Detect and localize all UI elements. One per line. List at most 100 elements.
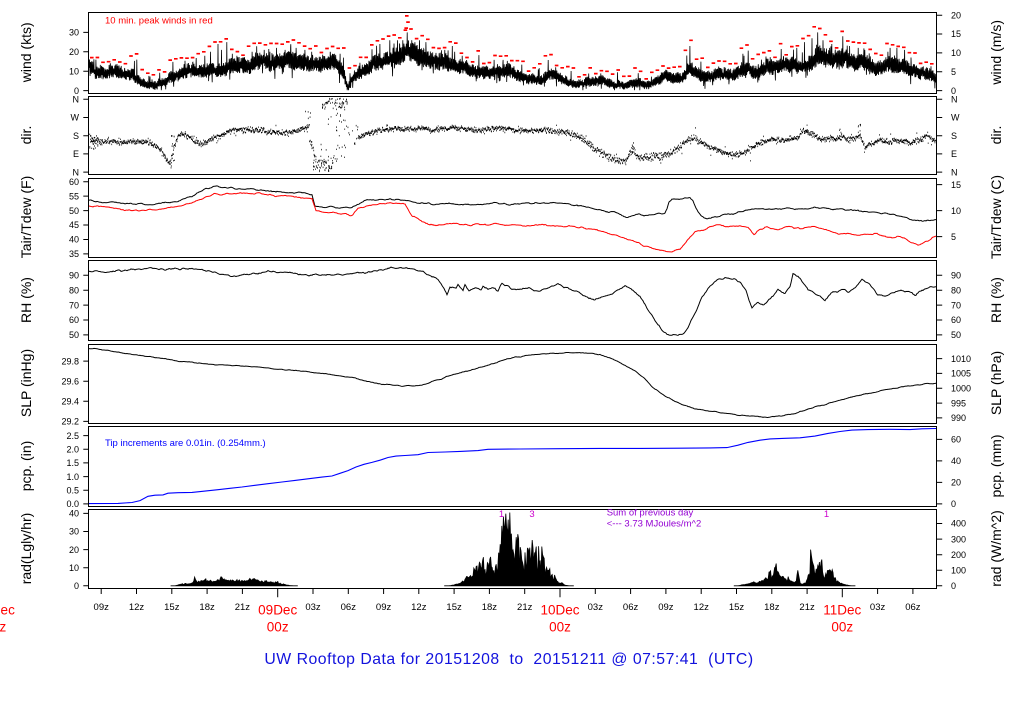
svg-text:60: 60 — [951, 435, 961, 445]
svg-text:0.5: 0.5 — [66, 485, 79, 495]
svg-text:60: 60 — [951, 315, 961, 325]
svg-text:60: 60 — [69, 177, 79, 187]
svg-text:15z: 15z — [446, 602, 462, 613]
svg-text:00z: 00z — [549, 620, 571, 635]
svg-text:29.8: 29.8 — [61, 356, 79, 366]
svg-text:30: 30 — [69, 527, 79, 537]
svg-text:00z: 00z — [0, 620, 6, 635]
svg-text:09z: 09z — [658, 602, 674, 613]
svg-text:29.4: 29.4 — [61, 397, 79, 407]
svg-text:03z: 03z — [305, 602, 321, 613]
svg-text:Tair/Tdew (C): Tair/Tdew (C) — [988, 175, 1004, 259]
svg-text:40: 40 — [69, 509, 79, 519]
svg-text:20: 20 — [69, 545, 79, 555]
svg-text:N: N — [951, 167, 958, 177]
svg-text:10: 10 — [951, 206, 961, 216]
svg-text:0.0: 0.0 — [66, 499, 79, 509]
svg-text:21z: 21z — [799, 602, 815, 613]
svg-text:SLP (hPa): SLP (hPa) — [988, 351, 1004, 415]
svg-text:10Dec: 10Dec — [540, 603, 579, 618]
svg-text:21z: 21z — [235, 602, 251, 613]
svg-text:400: 400 — [951, 519, 966, 529]
svg-text:Sum of previous day: Sum of previous day — [607, 508, 694, 519]
svg-text:55: 55 — [69, 191, 79, 201]
svg-text:29.2: 29.2 — [61, 417, 79, 427]
svg-text:40: 40 — [951, 456, 961, 466]
svg-text:06z: 06z — [623, 602, 639, 613]
svg-text:100: 100 — [951, 565, 966, 575]
svg-text:12z: 12z — [411, 602, 427, 613]
svg-text:21z: 21z — [517, 602, 533, 613]
svg-text:90: 90 — [69, 271, 79, 281]
svg-text:30: 30 — [69, 28, 79, 38]
svg-text:N: N — [73, 167, 80, 177]
svg-text:18z: 18z — [199, 602, 215, 613]
svg-text:20: 20 — [69, 47, 79, 57]
svg-text:12z: 12z — [129, 602, 145, 613]
svg-text:E: E — [951, 149, 957, 159]
svg-text:1010: 1010 — [951, 354, 971, 364]
svg-text:10: 10 — [951, 48, 961, 58]
svg-text:35: 35 — [69, 249, 79, 259]
svg-text:70: 70 — [69, 300, 79, 310]
svg-text:1000: 1000 — [951, 383, 971, 393]
svg-text:12z: 12z — [694, 602, 710, 613]
svg-text:UW Rooftop Data for 20151208: UW Rooftop Data for 20151208 to 20151211… — [264, 651, 753, 668]
svg-text:RH (%): RH (%) — [988, 277, 1004, 323]
svg-text:pcp. (mm): pcp. (mm) — [988, 435, 1004, 498]
svg-text:0: 0 — [951, 86, 956, 96]
svg-text:SLP (inHg): SLP (inHg) — [18, 349, 34, 417]
svg-text:29.6: 29.6 — [61, 376, 79, 386]
svg-text:10 min. peak winds in red: 10 min. peak winds in red — [105, 16, 213, 27]
svg-text:3: 3 — [529, 509, 534, 520]
svg-text:08Dec: 08Dec — [0, 603, 15, 618]
svg-text:0: 0 — [74, 86, 79, 96]
svg-text:300: 300 — [951, 534, 966, 544]
svg-text:20: 20 — [951, 10, 961, 20]
svg-text:Tip increments are 0.01in. (0.: Tip increments are 0.01in. (0.254mm.) — [105, 438, 266, 449]
svg-text:40: 40 — [69, 235, 79, 245]
svg-text:N: N — [951, 95, 958, 105]
svg-text:2.0: 2.0 — [66, 445, 79, 455]
svg-text:00z: 00z — [267, 620, 289, 635]
svg-text:09z: 09z — [94, 602, 110, 613]
svg-text:50: 50 — [69, 330, 79, 340]
svg-text:80: 80 — [69, 285, 79, 295]
svg-text:wind (kts): wind (kts) — [18, 22, 34, 83]
svg-text:03z: 03z — [588, 602, 604, 613]
svg-text:<--- 3.73 MJoules/m^2: <--- 3.73 MJoules/m^2 — [607, 519, 701, 530]
svg-text:N: N — [73, 95, 80, 105]
svg-text:0: 0 — [951, 499, 956, 509]
svg-text:11Dec: 11Dec — [823, 603, 861, 618]
svg-text:wind (m/s): wind (m/s) — [988, 20, 1004, 86]
svg-text:S: S — [73, 131, 79, 141]
svg-text:0: 0 — [74, 581, 79, 591]
svg-text:E: E — [73, 149, 79, 159]
svg-text:2.5: 2.5 — [66, 431, 79, 441]
svg-text:20: 20 — [951, 478, 961, 488]
svg-text:10: 10 — [69, 66, 79, 76]
svg-text:80: 80 — [951, 285, 961, 295]
svg-text:W: W — [71, 113, 80, 123]
svg-text:15: 15 — [951, 180, 961, 190]
svg-text:rad(Lgly/hr): rad(Lgly/hr) — [18, 513, 34, 585]
svg-text:10: 10 — [69, 563, 79, 573]
svg-text:5: 5 — [951, 232, 956, 242]
svg-text:W: W — [951, 113, 960, 123]
svg-text:RH (%): RH (%) — [18, 277, 34, 323]
svg-text:1.0: 1.0 — [66, 472, 79, 482]
svg-text:90: 90 — [951, 271, 961, 281]
svg-text:06z: 06z — [905, 602, 921, 613]
svg-text:995: 995 — [951, 398, 966, 408]
svg-text:18z: 18z — [482, 602, 498, 613]
svg-text:200: 200 — [951, 550, 966, 560]
svg-text:0: 0 — [951, 581, 956, 591]
svg-text:15: 15 — [951, 29, 961, 39]
svg-text:18z: 18z — [764, 602, 780, 613]
svg-text:dir.: dir. — [18, 126, 34, 145]
svg-text:1005: 1005 — [951, 369, 971, 379]
svg-text:S: S — [951, 131, 957, 141]
svg-text:45: 45 — [69, 220, 79, 230]
svg-text:dir.: dir. — [988, 126, 1004, 145]
svg-text:09Dec: 09Dec — [258, 603, 297, 618]
